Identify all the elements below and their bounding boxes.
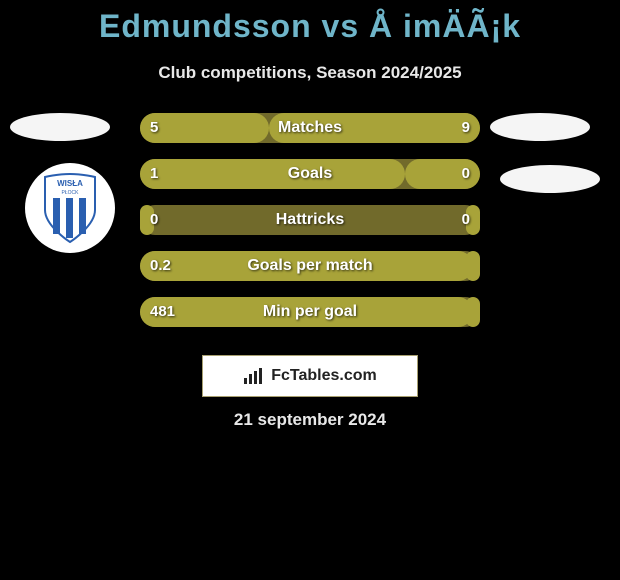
stat-row: 00Hattricks <box>0 205 620 237</box>
stat-row: 10Goals <box>0 159 620 191</box>
footer-brand-text: FcTables.com <box>271 367 377 385</box>
footer-brand-box: FcTables.com <box>202 355 418 397</box>
stat-row: 59Matches <box>0 113 620 145</box>
comparison-chart: WISŁA PŁOCK 59Matches10Goals00Hattricks0… <box>0 113 620 363</box>
stat-row: 481Min per goal <box>0 297 620 329</box>
stat-label: Min per goal <box>140 297 480 327</box>
comparison-title: Edmundsson vs Å imÄÃ¡k <box>0 0 620 45</box>
date-label: 21 september 2024 <box>0 410 620 430</box>
comparison-subtitle: Club competitions, Season 2024/2025 <box>0 63 620 83</box>
stat-label: Goals per match <box>140 251 480 281</box>
fctables-chart-icon <box>243 367 265 385</box>
stat-row: 0.2Goals per match <box>0 251 620 283</box>
stat-label: Matches <box>140 113 480 143</box>
stat-label: Hattricks <box>140 205 480 235</box>
stat-label: Goals <box>140 159 480 189</box>
